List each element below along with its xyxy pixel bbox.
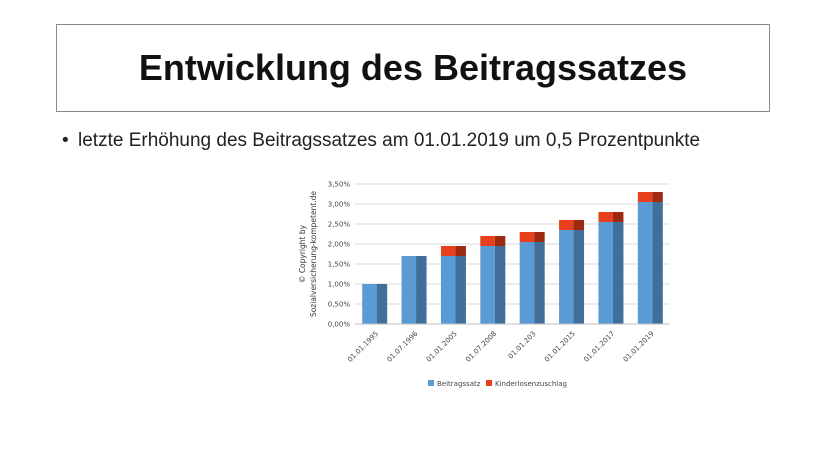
- slide-title-box: Entwicklung des Beitragssatzes: [56, 24, 770, 112]
- bar-kinderlosenzuschlag: [637, 192, 653, 202]
- bullet-text: letzte Erhöhung des Beitragssatzes am 01…: [78, 130, 701, 151]
- y-tick-label: 2,50%: [328, 221, 351, 229]
- bar-kinderlosenzuschlag-shade: [455, 246, 466, 256]
- bar-kinderlosenzuschlag: [519, 232, 535, 242]
- bar-beitragssatz: [401, 256, 417, 324]
- bar-beitragssatz-shade: [573, 230, 585, 324]
- bullet-marker: •: [62, 130, 69, 151]
- bar-kinderlosenzuschlag: [440, 246, 456, 256]
- bar-kinderlosenzuschlag: [559, 220, 574, 230]
- x-tick-label: 01.01.1995: [346, 330, 380, 364]
- copyright-label: Sozialversicherung-kompetent.de: [309, 191, 318, 317]
- bar-beitragssatz: [598, 222, 613, 324]
- y-tick-label: 2,00%: [328, 241, 351, 249]
- bar-beitragssatz-shade: [612, 222, 624, 324]
- bar-beitragssatz-shade: [652, 202, 663, 324]
- legend-label: Kinderlosenzuschlag: [495, 380, 567, 388]
- bar-beitragssatz: [362, 284, 377, 324]
- bar-kinderlosenzuschlag-shade: [534, 232, 545, 242]
- legend-swatch: [428, 380, 434, 386]
- x-tick-label: 01.01.2005: [425, 330, 459, 364]
- x-tick-label: 01.01.203: [507, 330, 538, 361]
- x-tick-label: 01.01.2019: [622, 330, 656, 364]
- bar-beitragssatz: [440, 256, 456, 324]
- bar-beitragssatz: [480, 246, 495, 324]
- y-tick-label: 3,50%: [328, 181, 351, 189]
- bar-beitragssatz-shade: [455, 256, 466, 324]
- y-tick-label: 1,50%: [328, 261, 351, 269]
- y-tick-label: 1,00%: [328, 281, 351, 289]
- bullet-item: • letzte Erhöhung des Beitragssatzes am …: [62, 128, 702, 153]
- copyright-label: © Copyright by: [298, 224, 307, 283]
- x-tick-label: 01.07.2008: [464, 330, 498, 364]
- bar-kinderlosenzuschlag-shade: [652, 192, 663, 202]
- bar-kinderlosenzuschlag: [480, 236, 495, 246]
- bar-beitragssatz: [519, 242, 535, 324]
- bar-kinderlosenzuschlag-shade: [612, 212, 624, 222]
- x-tick-label: 01.07.1996: [385, 329, 419, 363]
- bar-kinderlosenzuschlag-shade: [573, 220, 585, 230]
- bar-kinderlosenzuschlag-shade: [494, 236, 506, 246]
- x-tick-label: 01.01.2017: [582, 330, 616, 364]
- bar-beitragssatz-shade: [494, 246, 506, 324]
- y-tick-label: 0,00%: [328, 321, 351, 329]
- slide-title: Entwicklung des Beitragssatzes: [138, 47, 688, 88]
- bar-kinderlosenzuschlag: [598, 212, 613, 222]
- bar-beitragssatz: [559, 230, 574, 324]
- x-tick-label: 01.01.2015: [543, 330, 577, 364]
- bar-beitragssatz-shade: [416, 256, 427, 324]
- y-tick-label: 3,00%: [328, 201, 351, 209]
- bar-beitragssatz-shade: [534, 242, 545, 324]
- bar-beitragssatz-shade: [376, 284, 388, 324]
- legend-swatch: [486, 380, 492, 386]
- legend-label: Beitragssatz: [437, 380, 481, 388]
- bar-beitragssatz: [637, 202, 653, 324]
- y-tick-label: 0,50%: [328, 301, 351, 309]
